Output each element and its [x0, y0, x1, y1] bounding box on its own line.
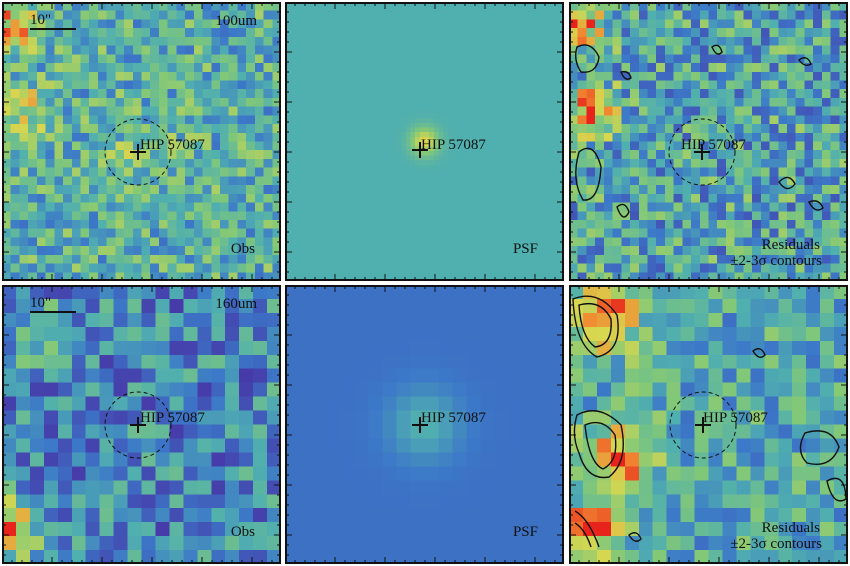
contour-line [575, 147, 602, 201]
target-label: HIP 57087 [421, 410, 486, 426]
contour-line [578, 302, 612, 348]
psf-label: PSF [512, 241, 538, 257]
panel-frame [2, 285, 281, 564]
contour-line [620, 70, 632, 80]
psf-160um-panel: HIP 57087 PSF [285, 285, 564, 564]
beam-circle [669, 391, 737, 459]
target-label: HIP 57087 [140, 137, 205, 153]
scale-bar-label: 10" [30, 12, 52, 28]
contour-line [574, 44, 600, 73]
contour-line [572, 295, 619, 358]
contour-line [799, 430, 840, 465]
scale-bar [30, 311, 76, 313]
band-label-160um: 160um [215, 296, 257, 312]
beam-circle [104, 118, 172, 186]
panel-frame [569, 2, 848, 281]
target-label: HIP 57087 [681, 137, 746, 153]
target-label: HIP 57087 [421, 137, 486, 153]
psf-100um-panel: HIP 57087 PSF [285, 2, 564, 281]
psf-label: PSF [512, 524, 538, 540]
contour-line [616, 203, 630, 218]
residuals-160um-panel: HIP 57087 Residuals ±2-3σ contours [569, 285, 848, 564]
target-label: HIP 57087 [140, 410, 205, 426]
psf-100um-image [285, 2, 564, 281]
contour-line [584, 421, 617, 470]
residuals-label: Residuals [761, 520, 820, 536]
panel-frame [2, 2, 281, 281]
residuals-label: Residuals [761, 237, 820, 253]
panel-frame [285, 2, 564, 281]
residuals-100um-panel: HIP 57087 Residuals ±2-3σ contours [569, 2, 848, 281]
contour-line [711, 44, 723, 55]
contours-label: ±2-3σ contours [730, 253, 822, 269]
contour-line [573, 410, 624, 479]
obs-160um-panel: 10" 160um HIP 57087 Obs [2, 285, 281, 564]
panel-frame [569, 285, 848, 564]
obs-100um-panel: 10" 100um HIP 57087 Obs [2, 2, 281, 281]
contour-line [798, 57, 812, 67]
contours-label: ±2-3σ contours [730, 536, 822, 552]
contour-line [778, 176, 796, 190]
contour-line [574, 510, 600, 548]
residuals-100um-image [569, 2, 848, 281]
scale-bar [30, 28, 76, 30]
beam-circle [104, 391, 172, 459]
scale-bar-label: 10" [30, 295, 52, 311]
band-label-100um: 100um [215, 13, 257, 29]
obs-100um-image [2, 2, 281, 281]
contour-line [628, 532, 642, 542]
contour-line [808, 200, 824, 211]
obs-label: Obs [230, 241, 255, 257]
beam-circle [668, 118, 736, 186]
contour-line [752, 348, 766, 358]
obs-label: Obs [230, 524, 255, 540]
target-label: HIP 57087 [703, 410, 768, 426]
panel-frame [285, 285, 564, 564]
